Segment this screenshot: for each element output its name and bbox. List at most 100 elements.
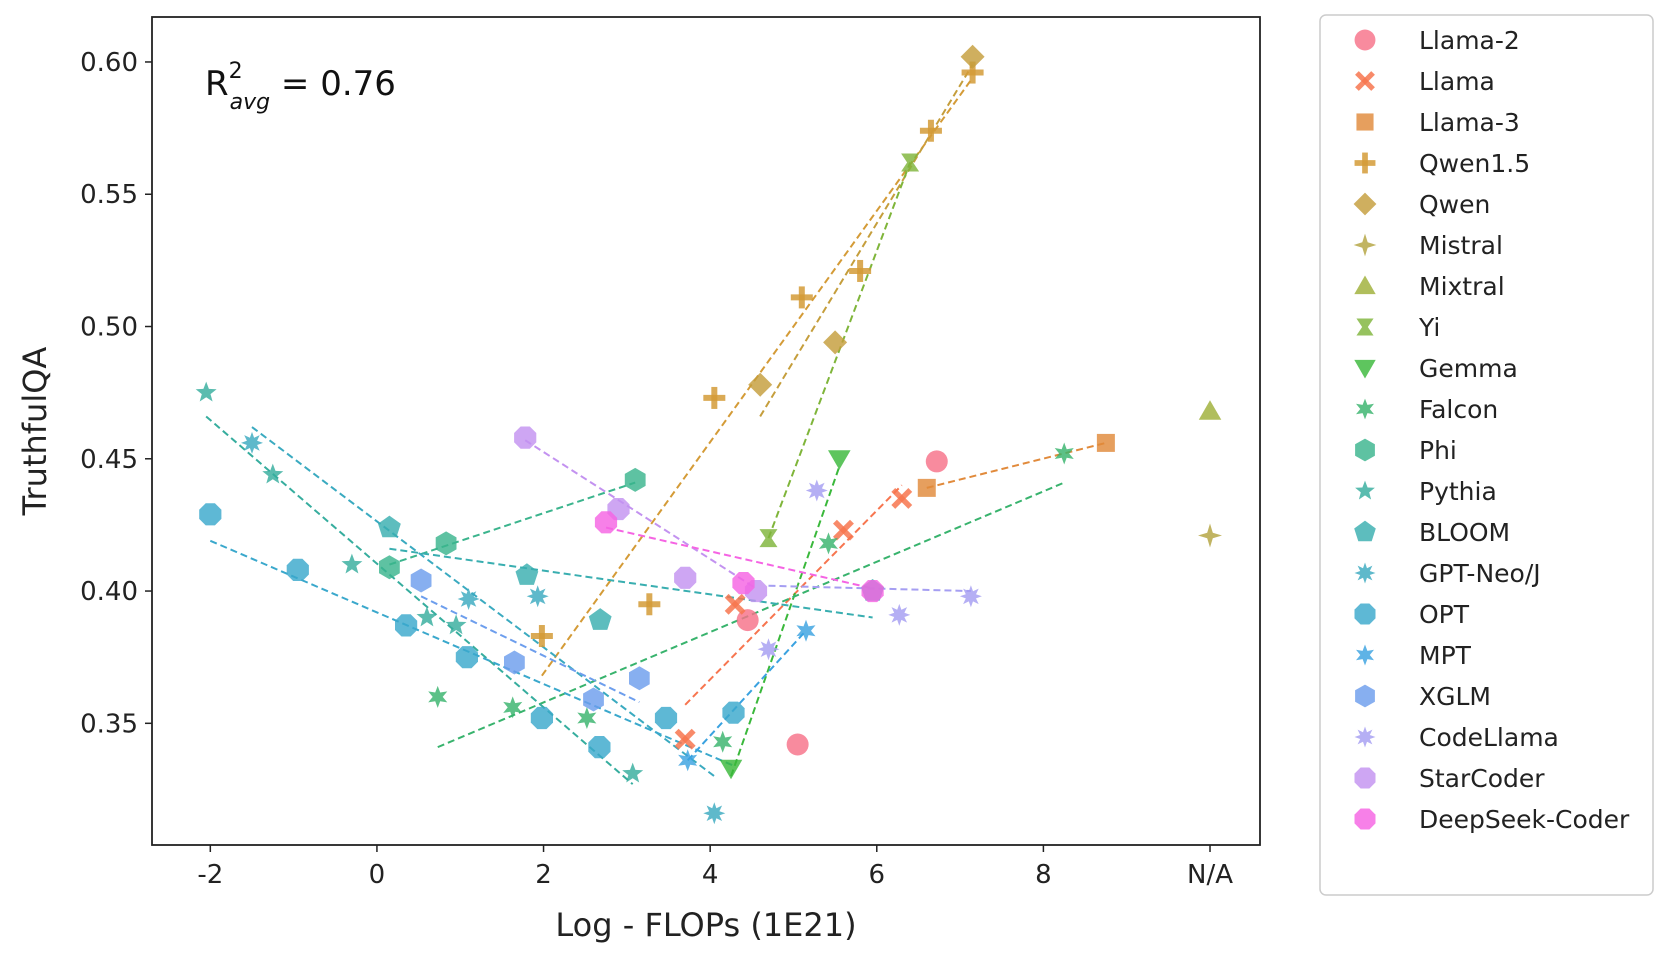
legend-item-mistral: Mistral (1353, 231, 1503, 260)
fit-line-mpt (686, 630, 807, 762)
point-mpt (796, 619, 816, 642)
point-codellama (888, 603, 911, 626)
fit-line-gpt-neo-j (251, 426, 715, 778)
legend-label: StarCoder (1419, 764, 1545, 793)
y-axis-title: TruthfulQA (16, 347, 54, 517)
point-xglm (504, 650, 525, 675)
r2-sub: avg (230, 90, 271, 115)
point-phi (624, 467, 646, 492)
x-tick-label: 8 (1035, 860, 1052, 890)
series-llama (674, 488, 913, 750)
point-falcon (1054, 442, 1074, 465)
r2-base: R (205, 64, 229, 104)
x-stroke-b (1355, 71, 1375, 91)
x-tick-label: 4 (702, 860, 719, 890)
point-gemma (828, 450, 851, 470)
x-stroke-b (674, 728, 696, 750)
legend-label: GPT-Neo/J (1419, 559, 1541, 588)
r2-annotation: R2 avg = 0.76 (205, 59, 396, 115)
series-pythia (195, 381, 644, 783)
point-codellama (757, 638, 780, 661)
legend-marker-deepseek-coder (1354, 808, 1376, 830)
fit-line-qwen (759, 64, 974, 417)
legend-label: Qwen1.5 (1419, 149, 1530, 178)
legend-item-pythia: Pythia (1355, 477, 1497, 506)
point-starcoder (674, 566, 697, 589)
legend-marker-phi (1355, 438, 1375, 462)
point-qwen1-5 (790, 286, 813, 309)
point-phi (379, 555, 400, 580)
point-opt (455, 646, 478, 669)
point-llama-3 (1096, 433, 1115, 452)
x-tick-label: 6 (869, 860, 886, 890)
point-llama-2 (786, 733, 809, 756)
y-tick-label: 0.45 (80, 445, 138, 475)
x-stroke-b (891, 488, 913, 509)
point-qwen1-5 (530, 625, 553, 648)
x-axis: -2 0 2 4 6 8 N/A (197, 845, 1233, 890)
legend-marker-llama (1355, 71, 1375, 91)
legend-label: Falcon (1419, 395, 1498, 424)
series-deepseek-coder (594, 511, 884, 603)
legend-marker-gemma (1354, 359, 1376, 379)
series-falcon (428, 442, 1074, 753)
legend-item-gemma: Gemma (1354, 354, 1518, 383)
x-stroke-b (833, 519, 854, 541)
point-codellama (959, 585, 982, 608)
legend-marker-bloom (1354, 520, 1376, 542)
point-opt (588, 736, 611, 759)
point-yi (901, 153, 920, 172)
point-falcon (428, 685, 448, 708)
legend-item-yi: Yi (1356, 313, 1440, 342)
legend-marker-gpt-neo-j (1354, 562, 1376, 584)
point-pythia (416, 606, 438, 627)
legend-label: MPT (1419, 641, 1472, 670)
y-tick-label: 0.55 (80, 180, 138, 210)
legend-item-codellama: CodeLlama (1354, 723, 1559, 752)
legend-label: DeepSeek-Coder (1419, 805, 1630, 834)
point-qwen1-5 (638, 593, 661, 616)
legend-item-starcoder: StarCoder (1354, 764, 1545, 793)
legend-label: Llama (1419, 67, 1495, 96)
series-mpt (678, 619, 816, 772)
legend-label: Llama-2 (1419, 26, 1520, 55)
point-llama-3 (917, 478, 936, 497)
fit-line-llama-3 (926, 441, 1107, 489)
point-opt (530, 706, 553, 730)
series-qwen1-5 (530, 61, 984, 648)
legend-marker-mixtral (1354, 275, 1376, 295)
legend-label: XGLM (1419, 682, 1491, 711)
legend-item-llama-3: Llama-3 (1356, 108, 1520, 137)
point-gpt-neo-j (241, 431, 263, 454)
series-llama-3 (917, 433, 1115, 497)
legend-item-xglm: XGLM (1355, 682, 1491, 711)
point-bloom (588, 608, 612, 630)
legend-item-mixtral: Mixtral (1354, 272, 1505, 301)
point-xglm (629, 666, 650, 691)
legend-label: Yi (1418, 313, 1440, 342)
legend-marker-mpt (1356, 644, 1374, 666)
legend-marker-pythia (1355, 480, 1375, 500)
legend-marker-llama-3 (1356, 113, 1374, 131)
point-deepseek-coder (861, 580, 884, 603)
point-codellama (805, 479, 828, 502)
point-pythia (445, 614, 467, 635)
legend-frame (1319, 14, 1654, 896)
point-pythia (622, 762, 644, 783)
series-mixtral (1198, 400, 1222, 420)
series-qwen (748, 44, 985, 397)
x-tick-label: 0 (369, 860, 386, 890)
point-phi (435, 531, 457, 556)
legend-item-gpt-neo-j: GPT-Neo/J (1354, 559, 1541, 588)
point-bloom (515, 563, 539, 585)
plot-frame (151, 16, 1261, 846)
point-qwen (748, 372, 773, 397)
point-xglm (410, 568, 432, 593)
point-pythia (341, 553, 363, 574)
r2-value: = 0.76 (270, 64, 396, 104)
point-starcoder (514, 426, 537, 449)
y-tick-label: 0.60 (80, 48, 138, 78)
point-qwen (823, 330, 848, 355)
legend-item-opt: OPT (1354, 600, 1470, 629)
point-llama (833, 519, 854, 541)
